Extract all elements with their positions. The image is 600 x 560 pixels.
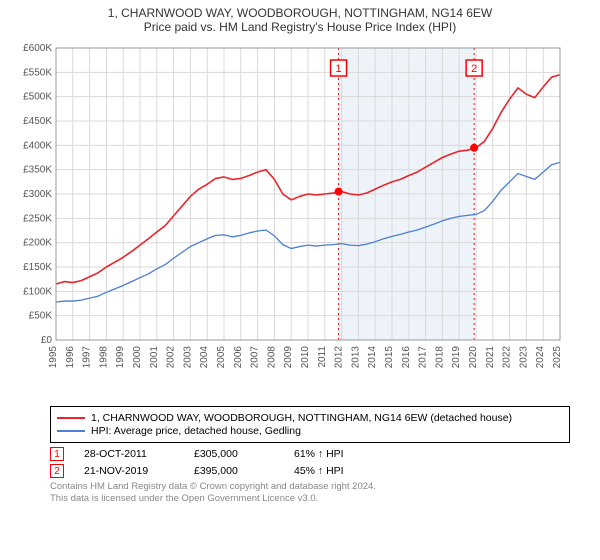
sale-row: 2 21-NOV-2019 £395,000 45% ↑ HPI [50, 464, 570, 478]
sale-point [470, 144, 478, 152]
sale-marker-label: 2 [471, 63, 477, 75]
x-tick-label: 2006 [233, 346, 244, 369]
legend-label: HPI: Average price, detached house, Gedl… [91, 425, 301, 437]
x-tick-label: 2021 [485, 346, 496, 369]
sale-point [335, 188, 343, 196]
chart-svg: £0 £50K £100K £150K £200K £250K £300K £350K £400… [10, 40, 570, 400]
sale-marker-label: 1 [336, 63, 342, 75]
x-tick-label: 2019 [451, 346, 462, 369]
x-tick-label: 1996 [65, 346, 76, 369]
legend-row: HPI: Average price, detached house, Gedl… [57, 425, 563, 437]
x-tick-label: 2018 [434, 346, 445, 369]
footer-line-2: This data is licensed under the Open Gov… [50, 493, 570, 505]
title-line-1: 1, CHARNWOOD WAY, WOODBOROUGH, NOTTINGHA… [10, 6, 590, 20]
sales-table: 1 28-OCT-2011 £305,000 61% ↑ HPI 2 21-NOV-201… [50, 447, 570, 478]
x-tick-label: 2024 [535, 346, 546, 369]
footer-line-1: Contains HM Land Registry data © Crown c… [50, 481, 570, 493]
footer: Contains HM Land Registry data © Crown c… [50, 481, 570, 505]
y-tick-label: £400K [23, 140, 52, 151]
x-tick-label: 2010 [300, 346, 311, 369]
legend-row: 1, CHARNWOOD WAY, WOODBOROUGH, NOTTINGHA… [57, 412, 563, 424]
y-tick-label: £350K [23, 165, 52, 176]
x-tick-label: 2003 [182, 346, 193, 369]
legend: 1, CHARNWOOD WAY, WOODBOROUGH, NOTTINGHA… [50, 406, 570, 443]
x-tick-label: 2008 [266, 346, 277, 369]
chart: £0 £50K £100K £150K £200K £250K £300K £350K £400… [10, 40, 590, 400]
x-tick-label: 2016 [401, 346, 412, 369]
sale-row: 1 28-OCT-2011 £305,000 61% ↑ HPI [50, 447, 570, 461]
x-tick-label: 2013 [350, 346, 361, 369]
x-tick-label: 2025 [552, 346, 563, 369]
x-tick-label: 2017 [418, 346, 429, 369]
x-tick-label: 2020 [468, 346, 479, 369]
x-tick-label: 2002 [166, 346, 177, 369]
y-tick-label: £250K [23, 213, 52, 224]
x-tick-label: 2022 [502, 346, 513, 369]
x-tick-label: 2014 [367, 346, 378, 369]
x-tick-label: 2023 [518, 346, 529, 369]
x-tick-label: 2012 [334, 346, 345, 369]
sale-marker: 1 [50, 447, 64, 461]
x-tick-label: 1998 [98, 346, 109, 369]
x-tick-label: 2009 [283, 346, 294, 369]
y-tick-label: £200K [23, 238, 52, 249]
y-tick-label: £550K [23, 67, 52, 78]
sale-ratio: 45% ↑ HPI [294, 465, 374, 477]
y-tick-label: £0 [41, 335, 53, 346]
sale-price: £395,000 [194, 465, 274, 477]
y-tick-label: £600K [23, 43, 52, 54]
legend-label: 1, CHARNWOOD WAY, WOODBOROUGH, NOTTINGHA… [91, 412, 512, 424]
y-tick-label: £500K [23, 92, 52, 103]
legend-swatch [57, 430, 85, 432]
x-tick-label: 1995 [48, 346, 59, 369]
y-tick-label: £450K [23, 116, 52, 127]
x-tick-label: 2015 [384, 346, 395, 369]
y-tick-label: £50K [29, 311, 53, 322]
sale-price: £305,000 [194, 448, 274, 460]
sale-ratio: 61% ↑ HPI [294, 448, 374, 460]
y-tick-label: £100K [23, 286, 52, 297]
x-tick-label: 2005 [216, 346, 227, 369]
x-tick-label: 2004 [199, 346, 210, 369]
title-line-2: Price paid vs. HM Land Registry's House … [10, 20, 590, 34]
x-tick-label: 2000 [132, 346, 143, 369]
legend-swatch [57, 417, 85, 419]
x-tick-label: 1997 [82, 346, 93, 369]
x-tick-label: 2007 [250, 346, 261, 369]
y-tick-label: £300K [23, 189, 52, 200]
x-tick-label: 2011 [317, 346, 328, 368]
sale-date: 28-OCT-2011 [84, 448, 174, 460]
sale-date: 21-NOV-2019 [84, 465, 174, 477]
sale-marker: 2 [50, 464, 64, 478]
y-tick-label: £150K [23, 262, 52, 273]
x-tick-label: 1999 [115, 346, 126, 369]
x-tick-label: 2001 [149, 346, 160, 369]
